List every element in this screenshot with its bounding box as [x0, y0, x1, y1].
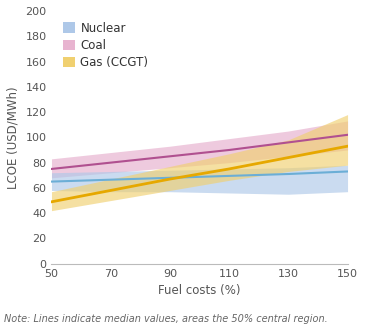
Legend: Nuclear, Coal, Gas (CCGT): Nuclear, Coal, Gas (CCGT): [60, 19, 151, 71]
X-axis label: Fuel costs (%): Fuel costs (%): [158, 284, 241, 297]
Y-axis label: LCOE (USD/MWh): LCOE (USD/MWh): [7, 86, 20, 189]
Text: Note: Lines indicate median values, areas the 50% central region.: Note: Lines indicate median values, area…: [4, 314, 327, 324]
